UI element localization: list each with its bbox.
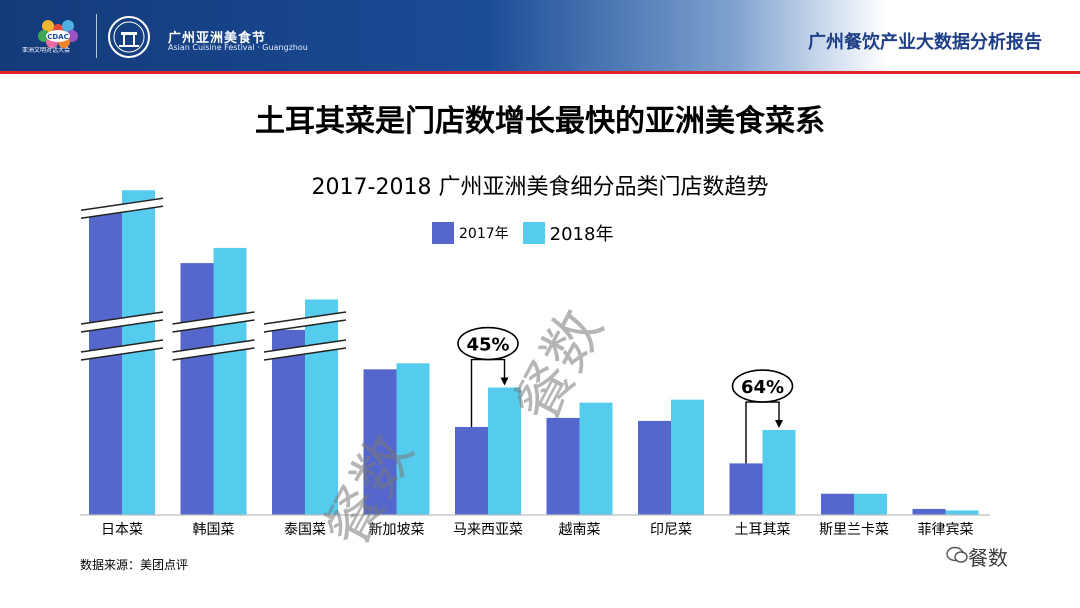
bar-2018-1 (213, 247, 247, 516)
header-divider (0, 71, 1080, 74)
x-tick-label-0: 日本菜 (101, 522, 143, 538)
x-tick-label-2: 泰国菜 (284, 522, 326, 538)
axis-break-2-1 (263, 339, 347, 361)
bar-2018-7 (762, 430, 796, 515)
growth-arrow-head-1 (775, 420, 783, 429)
legend-item-2017: 2017年 (432, 222, 509, 244)
bar-2017-1 (180, 263, 214, 515)
festival-name-cn: 广州亚洲美食节 (168, 31, 267, 46)
x-tick-label-4: 马来西亚菜 (453, 522, 523, 538)
axis-break-0-2 (80, 339, 164, 361)
axis-break-1-0 (171, 311, 256, 333)
brand-name: 餐数 (968, 546, 1008, 570)
x-tick-label-9: 菲律宾菜 (918, 522, 974, 538)
x-tick-label-6: 印尼菜 (650, 522, 692, 538)
chart-legend: 2017年 2018年 (432, 220, 627, 246)
header-banner (0, 0, 1080, 73)
chart-title: 2017-2018 广州亚洲美食细分品类门店数趋势 (311, 175, 769, 200)
logo-caption: 亚洲文明对话大会 (22, 47, 71, 54)
growth-arrow-head-0 (500, 377, 509, 386)
x-tick-label-5: 越南菜 (559, 522, 601, 538)
legend-label-2017: 2017年 (459, 226, 509, 242)
x-tick-label-8: 斯里兰卡菜 (819, 522, 889, 538)
logo-separator (96, 14, 97, 58)
logo-badge-text: CDAC (47, 33, 69, 41)
bar-2017-2 (272, 329, 305, 515)
growth-label-0: 45% (466, 335, 509, 356)
legend-swatch-2018 (522, 222, 545, 244)
growth-arrow-line-0 (470, 358, 506, 427)
bar-2017-3 (363, 369, 397, 515)
legend-item-2018: 2018年 (522, 220, 614, 246)
bar-2018-5 (579, 402, 613, 515)
wechat-icon (946, 546, 968, 563)
bar-2017-4 (455, 426, 488, 515)
legend-swatch-2017 (432, 222, 454, 244)
report-title: 广州餐饮产业大数据分析报告 (808, 32, 1042, 53)
bar-2017-5 (546, 417, 580, 515)
x-tick-label-3: 新加坡菜 (369, 522, 425, 538)
axis-break-0-1 (80, 311, 164, 333)
bar-2018-4 (488, 387, 521, 515)
growth-arrow-line-1 (745, 401, 780, 464)
bar-2018-3 (396, 363, 430, 515)
data-source: 数据来源：美团点评 (80, 558, 189, 572)
bar-2018-9 (945, 510, 979, 515)
festival-flower-logo-icon: CDAC (38, 20, 78, 48)
bar-2017-7 (729, 463, 763, 515)
legend-label-2018: 2018年 (549, 224, 614, 245)
x-tick-label-7: 土耳其菜 (735, 522, 791, 538)
page-title: 土耳其菜是门店数增长最快的亚洲美食菜系 (255, 104, 825, 139)
bar-2017-0 (89, 211, 122, 515)
bar-2018-8 (854, 493, 887, 515)
growth-label-1: 64% (741, 377, 784, 398)
bar-2017-8 (821, 493, 854, 515)
bar-2017-9 (912, 508, 946, 515)
axis-break-0-0 (80, 197, 164, 219)
axis-break-2-0 (263, 311, 347, 333)
x-tick-label-1: 韩国菜 (193, 522, 235, 538)
bar-2018-2 (305, 299, 338, 515)
axis-break-1-1 (171, 339, 256, 361)
bar-2017-6 (638, 420, 671, 515)
bar-2018-6 (671, 399, 704, 515)
festival-name-en: Asian Cuisine Festival · Guangzhou (168, 43, 308, 52)
festival-emblem-icon (108, 16, 150, 58)
